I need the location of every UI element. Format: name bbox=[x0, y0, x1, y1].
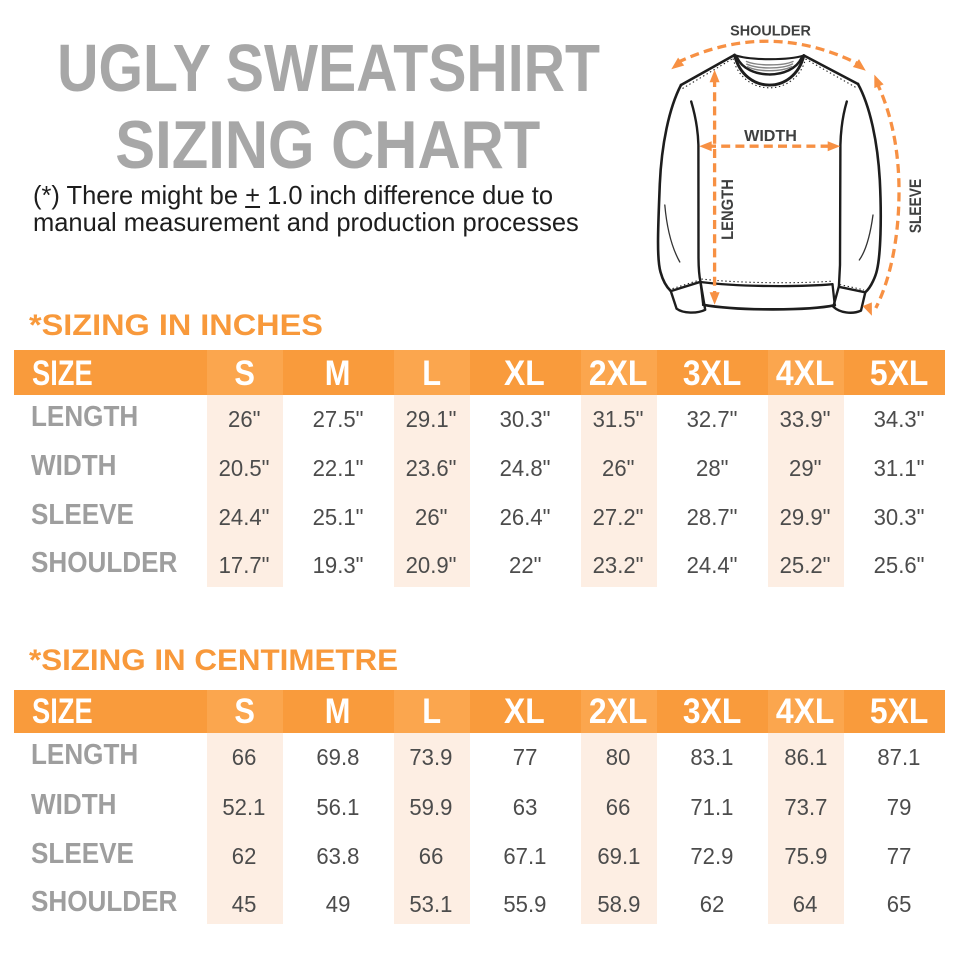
svg-text:SLEEVE: SLEEVE bbox=[907, 179, 926, 233]
svg-text:WIDTH: WIDTH bbox=[744, 128, 797, 145]
svg-text:SHOULDER: SHOULDER bbox=[730, 23, 811, 39]
svg-text:LENGTH: LENGTH bbox=[719, 179, 737, 240]
